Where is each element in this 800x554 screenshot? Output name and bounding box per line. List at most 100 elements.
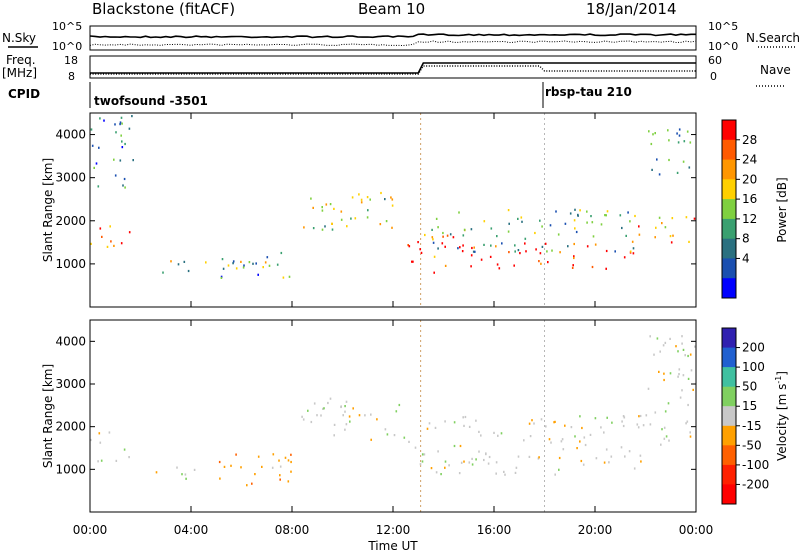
data-cell [490, 244, 492, 247]
data-cell [380, 191, 382, 195]
data-cell [579, 440, 581, 443]
data-cell [490, 227, 493, 230]
colorbar-tick-label: -15 [742, 419, 762, 433]
data-cell [508, 222, 510, 225]
data-cell [124, 142, 126, 146]
data-cell [474, 250, 476, 253]
data-cell [121, 146, 124, 149]
data-cell [90, 128, 93, 131]
data-cell [261, 465, 263, 468]
data-cell [678, 373, 680, 376]
data-cell [113, 244, 115, 247]
data-cell [495, 245, 497, 248]
data-cell [310, 197, 312, 200]
data-cell [463, 228, 466, 231]
data-cell [99, 441, 102, 444]
data-cell [686, 130, 689, 133]
data-cell [121, 140, 123, 143]
data-cell [287, 459, 290, 462]
data-cell [498, 267, 501, 270]
data-cell [123, 177, 126, 181]
colorbar-swatch [722, 278, 736, 299]
data-cell [572, 264, 574, 267]
data-cell [444, 466, 446, 469]
data-cell [632, 247, 635, 250]
data-cell [668, 139, 670, 142]
data-cell [671, 217, 674, 220]
data-cell [595, 457, 598, 460]
data-cell [689, 435, 692, 438]
data-cell [525, 250, 527, 253]
data-cell [480, 258, 483, 261]
data-cell [232, 260, 235, 263]
data-cell [272, 453, 275, 456]
data-cell [558, 468, 560, 471]
data-cell [558, 456, 561, 460]
data-cell [684, 354, 686, 357]
data-cell [379, 223, 382, 226]
data-cell [462, 416, 464, 419]
data-cell [654, 411, 657, 414]
data-cell [682, 374, 685, 377]
colorbar-tick-label: 4 [742, 251, 750, 265]
data-cell [391, 204, 394, 207]
data-cell [663, 378, 665, 382]
noise-tick-top-left: 10^5 [52, 20, 82, 33]
data-cell [366, 196, 369, 199]
data-cell [307, 409, 309, 412]
colorbar-swatch [722, 367, 736, 388]
data-cell [101, 235, 103, 238]
data-cell [533, 422, 535, 425]
data-cell [437, 226, 439, 229]
data-cell [331, 228, 334, 231]
data-cell [407, 244, 409, 247]
data-cell [290, 453, 292, 456]
data-cell [181, 473, 183, 476]
data-cell [184, 473, 187, 476]
data-cell [98, 146, 100, 149]
data-cell [325, 203, 328, 206]
data-cell [603, 461, 606, 464]
x-tick-label: 08:00 [275, 523, 310, 537]
data-cell [428, 422, 431, 425]
data-cell [663, 426, 666, 429]
y-tick-label: 3000 [55, 377, 86, 391]
colorbar-tick-label: 200 [742, 341, 765, 355]
power-colorbar: 28 24 20 16 12 8 4 [722, 120, 757, 299]
data-cell [495, 461, 498, 464]
data-cell [227, 264, 230, 267]
data-cell [303, 226, 305, 229]
data-cell [667, 402, 670, 405]
data-cell [320, 414, 322, 417]
data-cell [555, 210, 557, 213]
data-cell [257, 273, 259, 276]
data-cell [603, 431, 605, 434]
nave-tick-top: 60 [708, 54, 722, 67]
colorbar-swatch [722, 258, 736, 279]
data-cell [682, 348, 685, 351]
data-cell [514, 250, 516, 253]
colorbar-tick-label: -200 [742, 477, 769, 491]
data-cell [577, 213, 579, 216]
data-cell [243, 264, 245, 267]
power-colorbar-label: Power [dB] [775, 177, 789, 242]
data-cell [551, 249, 553, 252]
data-cell [682, 160, 685, 163]
data-cell [664, 410, 667, 413]
data-cell [508, 251, 510, 254]
data-cell [106, 245, 109, 248]
data-cell [569, 212, 572, 215]
data-cell [433, 255, 436, 258]
data-cell [458, 211, 460, 214]
data-cell [573, 242, 575, 246]
data-cell [240, 466, 242, 469]
data-cell [654, 236, 656, 239]
data-cell [608, 461, 610, 464]
data-cell [458, 472, 461, 475]
data-cell [384, 428, 387, 431]
data-cell [131, 115, 133, 118]
data-cell [376, 418, 378, 421]
freq-tick-top: 18 [64, 54, 78, 67]
data-cell [640, 460, 642, 463]
data-cell [431, 236, 434, 239]
